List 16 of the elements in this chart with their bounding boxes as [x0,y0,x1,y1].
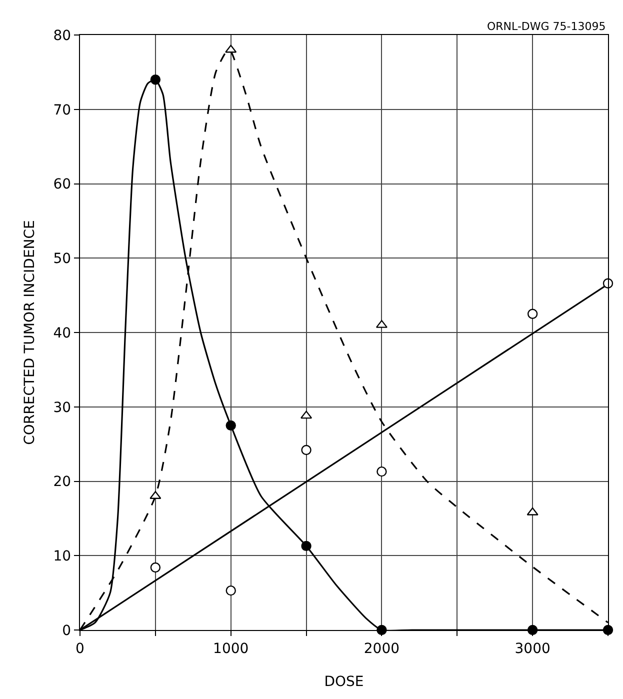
y-tick-label: 0 [62,622,72,639]
y-tick-label: 30 [53,400,72,416]
y-tick-label: 70 [53,102,72,118]
y-tick-label: 20 [53,474,72,490]
y-tick-label: 60 [53,176,72,193]
x-tick-label: 2000 [364,640,400,657]
x-tick-label: 3000 [514,640,550,657]
x-tick-label: 0 [76,640,84,657]
x-axis-title: DOSE [324,674,364,690]
y-tick-label: 50 [53,251,72,268]
y-tick-label: 40 [53,325,72,342]
x-tick-label: 1000 [213,640,249,657]
y-axis-title: CORRECTED TUMOR INCIDENCE [22,220,38,445]
y-tick-label: 80 [53,28,72,44]
y-tick-label: 10 [53,548,72,565]
text: ORNL-DWG 75-13095 [487,20,606,33]
